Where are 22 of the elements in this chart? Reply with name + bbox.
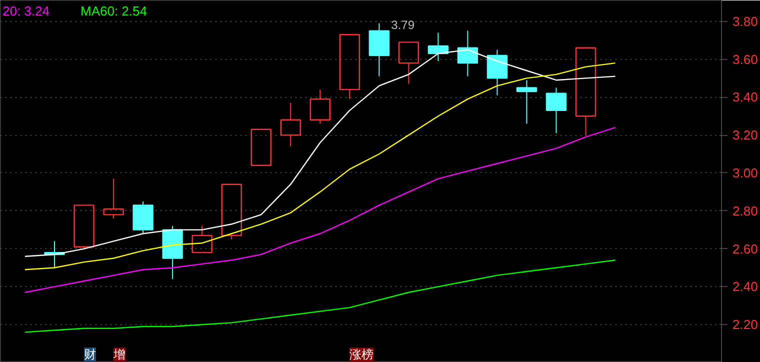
line-series <box>24 126 616 293</box>
candlestick <box>516 80 538 124</box>
y-tick-label: 3.60 <box>732 52 758 67</box>
candlestick <box>280 102 301 147</box>
candlestick <box>368 22 390 77</box>
annotation: 增 <box>112 348 126 362</box>
y-tick-label: 2.20 <box>732 317 758 332</box>
y-tick-label: 2.80 <box>732 203 758 218</box>
y-tick-label: 3.00 <box>732 165 758 180</box>
text: 20: 3.24 <box>2 4 50 18</box>
y-tick-label: 3.40 <box>732 90 758 105</box>
annotation: 涨榜 <box>350 348 374 362</box>
y-tick-label: 2.60 <box>732 241 758 256</box>
text: MA60: 2.54 <box>80 4 147 18</box>
candlestick <box>546 87 567 134</box>
annotation: 财 <box>84 348 96 362</box>
y-tick-label: 3.80 <box>732 14 758 29</box>
y-tick-label: 3.20 <box>732 128 758 143</box>
annotation: 3.79 <box>391 18 415 32</box>
candlestick <box>457 30 478 77</box>
y-tick-label: 2.40 <box>732 279 758 294</box>
line-series <box>24 260 616 333</box>
